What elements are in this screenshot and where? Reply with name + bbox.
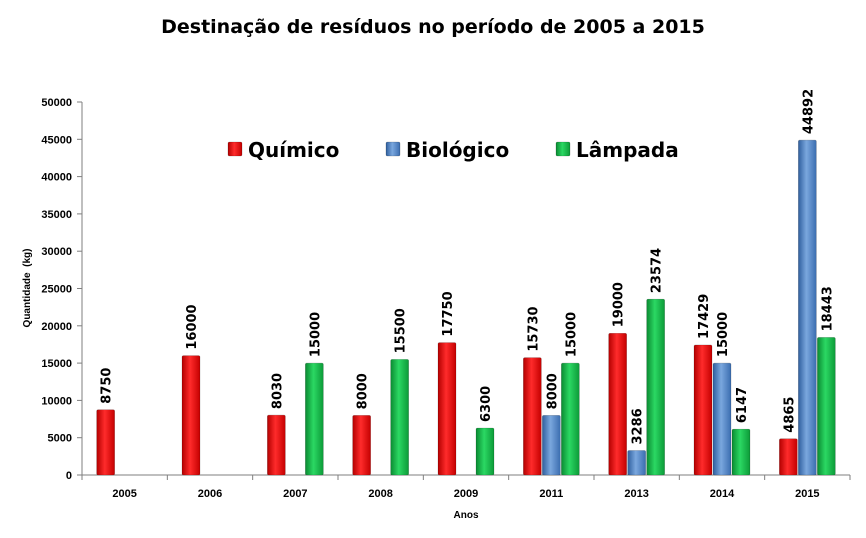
legend-label-biológico: Biológico	[406, 138, 509, 162]
bar-lâmpada	[731, 428, 751, 476]
bar-biológico	[627, 450, 646, 476]
x-tick-label: 2005	[112, 488, 136, 500]
data-label: 8000	[545, 373, 560, 409]
bar-químico	[352, 415, 371, 476]
data-label: 17429	[697, 294, 712, 339]
y-tick-label: 40000	[41, 172, 72, 184]
bar-lâmpada	[390, 359, 409, 476]
legend-swatch-biológico	[385, 141, 401, 157]
bar-lâmpada	[817, 337, 836, 476]
y-axis-title: Quantidade (kg)	[22, 249, 33, 328]
y-tick-label: 35000	[41, 209, 72, 221]
x-tick-label: 2011	[539, 488, 563, 500]
x-tick-label: 2015	[795, 488, 819, 500]
y-tick-label: 25000	[41, 284, 72, 296]
bar-químico	[437, 342, 457, 476]
x-tick-label: 2014	[710, 488, 735, 500]
bar-lâmpada	[305, 362, 324, 476]
x-axis-title: Anos	[454, 510, 479, 521]
bar-químico	[267, 414, 286, 476]
data-label: 6147	[735, 387, 750, 423]
legend-label-lâmpada: Lâmpada	[576, 138, 679, 162]
bar-lâmpada	[646, 298, 665, 476]
data-label: 18443	[820, 286, 835, 331]
bar-químico	[693, 344, 713, 476]
data-label: 3286	[631, 408, 646, 444]
legend-swatch-lâmpada	[555, 141, 571, 157]
data-label: 8750	[100, 368, 115, 404]
y-tick-label: 5000	[48, 433, 72, 445]
legend: Químico Biológico Lâmpada	[227, 138, 679, 162]
bar-químico	[96, 409, 115, 476]
data-label: 19000	[612, 282, 627, 327]
y-tick-label: 0	[66, 470, 72, 482]
bar-químico	[523, 357, 542, 476]
data-label: 15000	[716, 312, 731, 357]
bar-químico	[779, 438, 798, 476]
y-tick-label: 50000	[41, 97, 72, 109]
legend-label-químico: Químico	[248, 138, 339, 162]
data-label: 8000	[356, 373, 371, 409]
data-label: 15000	[564, 312, 579, 357]
data-label: 6300	[479, 386, 494, 422]
data-label: 17750	[441, 291, 456, 336]
data-label: 15730	[526, 306, 541, 351]
bar-biológico	[542, 415, 561, 476]
chart-title: Destinação de resíduos no período de 200…	[161, 16, 705, 38]
y-tick-label: 45000	[41, 134, 72, 146]
bar-químico	[608, 332, 627, 476]
y-tick-label: 10000	[41, 395, 72, 407]
legend-swatch-químico	[227, 141, 243, 157]
data-label: 4865	[782, 397, 797, 433]
bar-lâmpada	[475, 427, 495, 476]
data-label: 8030	[270, 373, 285, 409]
data-label: 15500	[394, 308, 409, 353]
bar-biológico	[798, 139, 817, 476]
bar-biológico	[712, 362, 732, 476]
y-tick-label: 30000	[41, 246, 72, 258]
data-label: 23574	[650, 248, 665, 293]
data-label: 16000	[185, 304, 200, 349]
y-tick-label: 20000	[41, 321, 72, 333]
bar-químico	[181, 355, 201, 476]
y-tick-label: 15000	[41, 358, 72, 370]
data-label: 15000	[308, 312, 323, 357]
data-label: 44892	[801, 89, 816, 134]
x-tick-label: 2013	[624, 488, 648, 500]
x-tick-label: 2009	[454, 488, 478, 500]
x-tick-label: 2007	[283, 488, 307, 500]
x-tick-label: 2006	[198, 488, 222, 500]
bar-lâmpada	[561, 362, 580, 476]
x-tick-label: 2008	[368, 488, 392, 500]
